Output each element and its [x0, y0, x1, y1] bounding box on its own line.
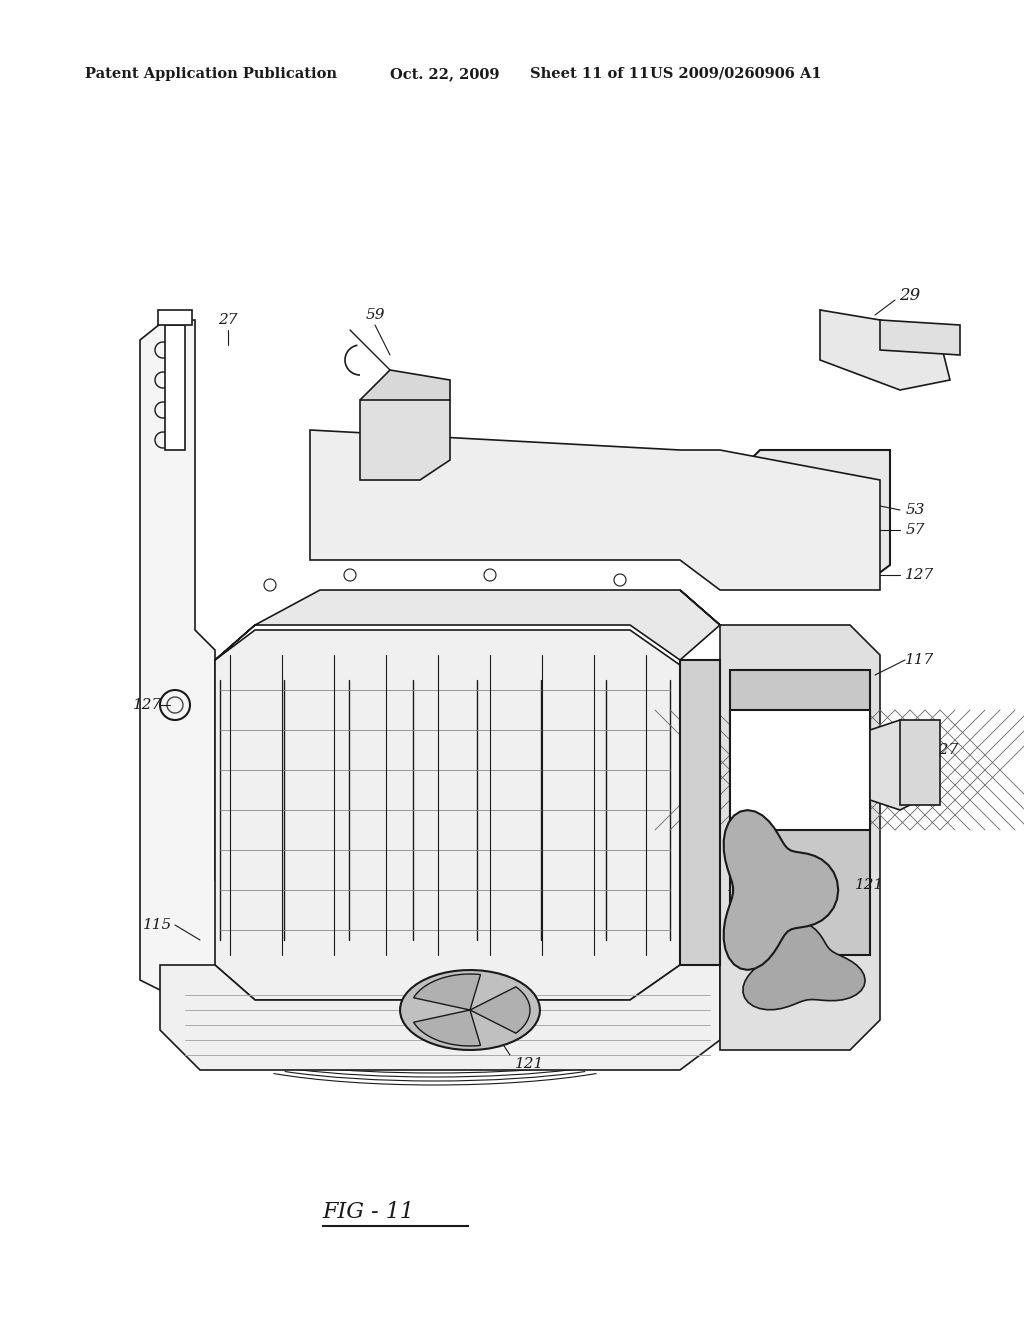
- Text: 121: 121: [515, 1057, 545, 1071]
- Polygon shape: [140, 319, 234, 1001]
- Polygon shape: [724, 810, 839, 970]
- Ellipse shape: [800, 506, 840, 554]
- Ellipse shape: [775, 475, 865, 585]
- Polygon shape: [158, 310, 193, 325]
- Ellipse shape: [782, 482, 858, 578]
- Text: 57: 57: [905, 523, 925, 537]
- Polygon shape: [414, 974, 480, 1010]
- Polygon shape: [470, 987, 530, 1034]
- Polygon shape: [400, 970, 540, 1049]
- Text: 59: 59: [366, 308, 385, 322]
- Polygon shape: [160, 965, 720, 1071]
- Polygon shape: [680, 590, 880, 1049]
- Polygon shape: [740, 450, 890, 579]
- Text: US 2009/0260906 A1: US 2009/0260906 A1: [650, 67, 821, 81]
- Polygon shape: [414, 1010, 480, 1045]
- Text: Sheet 11 of 11: Sheet 11 of 11: [530, 67, 649, 81]
- Text: 29: 29: [899, 286, 921, 304]
- Polygon shape: [215, 630, 680, 1001]
- Polygon shape: [165, 325, 185, 450]
- Polygon shape: [310, 430, 880, 590]
- Text: Oct. 22, 2009: Oct. 22, 2009: [390, 67, 500, 81]
- Text: 117: 117: [905, 653, 935, 667]
- Polygon shape: [360, 380, 450, 480]
- Text: 121: 121: [855, 878, 885, 892]
- Polygon shape: [215, 590, 720, 660]
- Polygon shape: [900, 719, 940, 805]
- Polygon shape: [820, 310, 950, 389]
- Polygon shape: [730, 710, 870, 830]
- Text: 127: 127: [931, 743, 959, 756]
- Ellipse shape: [746, 488, 803, 561]
- Polygon shape: [870, 719, 920, 810]
- Polygon shape: [743, 920, 865, 1010]
- Text: 127: 127: [133, 698, 163, 711]
- Text: 115: 115: [143, 917, 173, 932]
- Polygon shape: [880, 319, 961, 355]
- Text: 53: 53: [905, 503, 925, 517]
- Polygon shape: [680, 660, 720, 965]
- Ellipse shape: [740, 482, 810, 568]
- Polygon shape: [730, 671, 870, 954]
- Text: FIG - 11: FIG - 11: [323, 1201, 415, 1222]
- Text: Patent Application Publication: Patent Application Publication: [85, 67, 337, 81]
- Polygon shape: [360, 370, 450, 400]
- Text: 127: 127: [905, 568, 935, 582]
- Text: 27: 27: [218, 313, 238, 327]
